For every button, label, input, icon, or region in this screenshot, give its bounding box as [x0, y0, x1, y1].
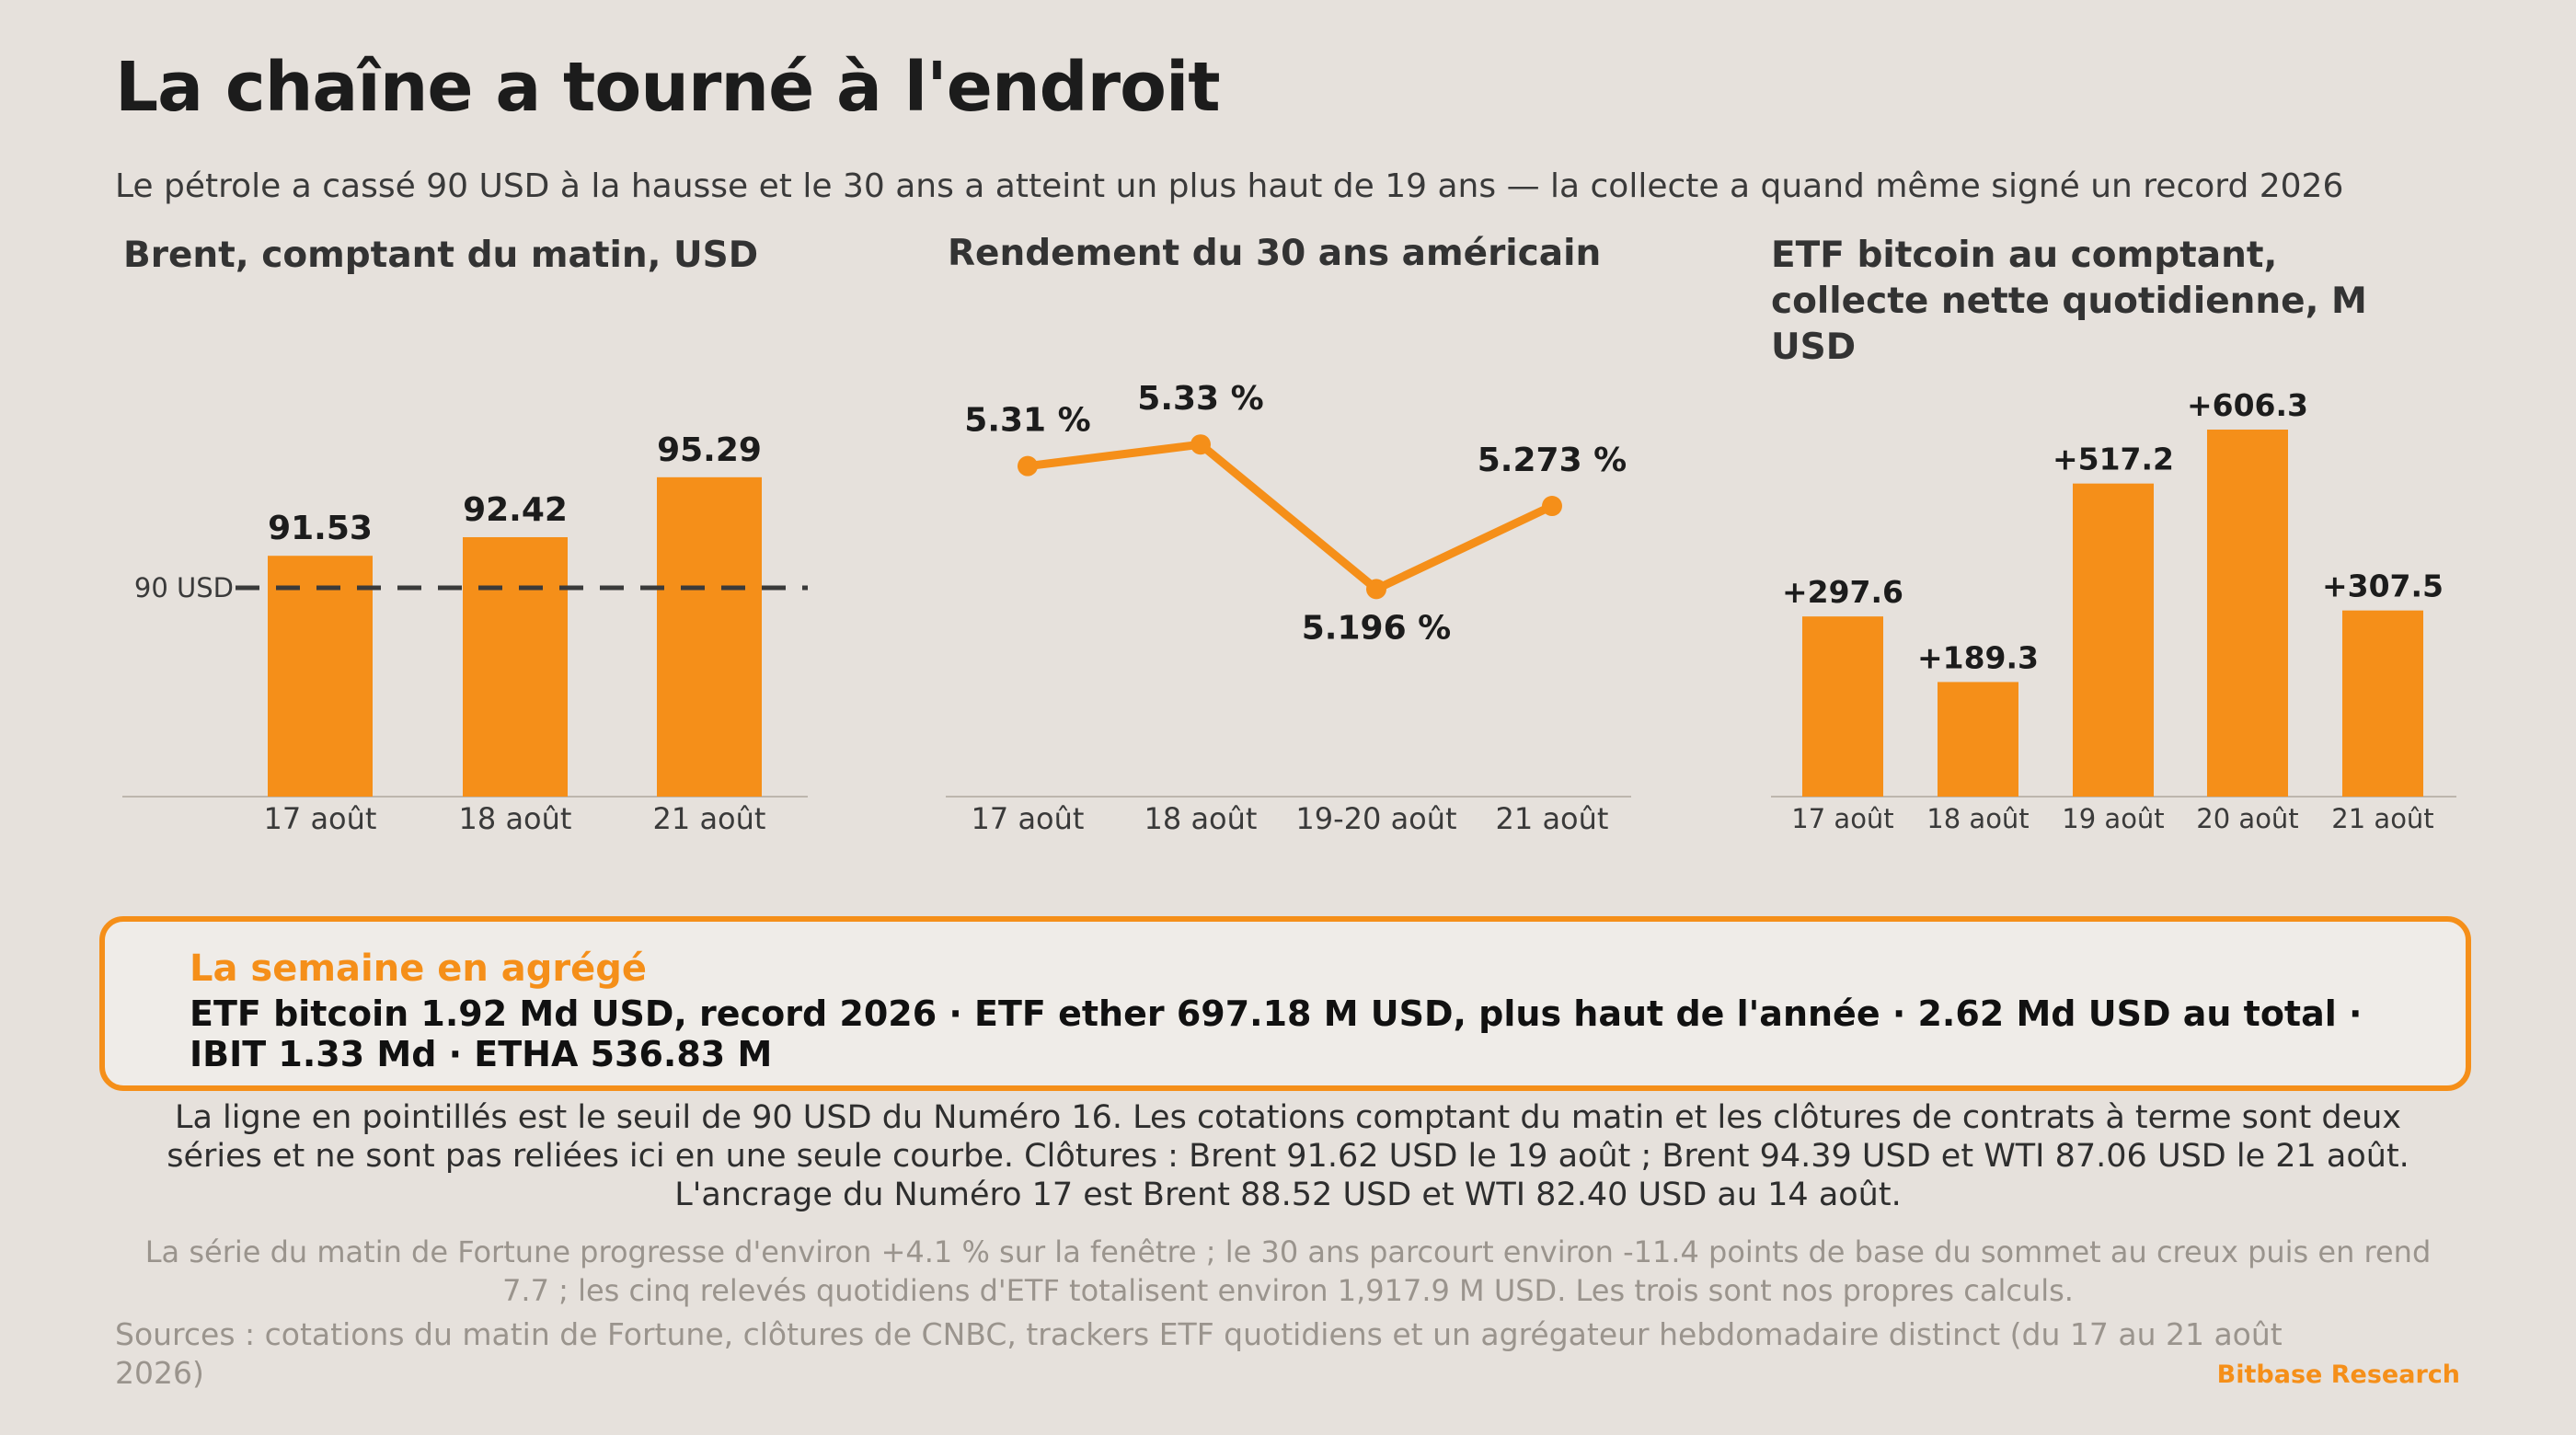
etf-value-label: +307.5	[2322, 568, 2444, 604]
yield-value-label: 5.31 %	[964, 402, 1090, 440]
brent-value-label: 95.29	[657, 431, 762, 469]
brand-logo-text: Bitbase Research	[2216, 1360, 2460, 1389]
yield-point	[1018, 455, 1038, 476]
etf-bar	[2342, 610, 2423, 797]
brent-chart-title: Brent, comptant du matin, USD	[123, 235, 759, 276]
yield-x-tick: 18 août	[1144, 801, 1258, 836]
yield-x-tick: 21 août	[1496, 801, 1609, 836]
brent-value-label: 92.42	[463, 491, 568, 529]
yield-value-label: 5.196 %	[1302, 609, 1451, 647]
yield-value-label: 5.273 %	[1478, 442, 1627, 479]
yield-value-label: 5.33 %	[1137, 380, 1263, 418]
etf-x-tick: 21 août	[2331, 803, 2433, 834]
yield-x-tick: 17 août	[972, 801, 1085, 836]
etf-bar	[2207, 430, 2288, 797]
page-title: La chaîne a tourné à l'endroit	[115, 48, 1221, 127]
etf-bar	[2073, 483, 2154, 797]
etf-chart-title: ETF bitcoin au comptant, collecte nette …	[1771, 235, 2367, 368]
etf-bar	[1802, 616, 1883, 797]
brent-value-label: 91.53	[268, 510, 373, 547]
calculation-note: La série du matin de Fortune progresse d…	[144, 1234, 2432, 1308]
yield-point	[1190, 434, 1211, 455]
etf-value-label: +606.3	[2187, 387, 2308, 423]
etf-bar	[1938, 682, 2018, 797]
weekly-summary-box: La semaine en agrégé ETF bitcoin 1.92 Md…	[99, 916, 2471, 1091]
methodology-note: La ligne en pointillés est le seuil de 9…	[167, 1099, 2409, 1213]
yield-series-line	[1023, 440, 1557, 593]
sources-note: Sources : cotations du matin de Fortune,…	[115, 1316, 2283, 1391]
page-subtitle: Le pétrole a cassé 90 USD à la hausse et…	[115, 167, 2344, 205]
etf-x-tick: 18 août	[1926, 803, 2029, 834]
etf-flow-bar-chart: +297.6 17 août +189.3 18 août +517.2 19 août +…	[1771, 387, 2456, 834]
brent-bar	[657, 476, 762, 797]
yield-x-tick: 19-20 août	[1295, 801, 1456, 836]
etf-x-tick: 20 août	[2196, 803, 2298, 834]
etf-value-label: +297.6	[1782, 574, 1903, 610]
etf-x-tick: 19 août	[2062, 803, 2164, 834]
etf-value-label: +517.2	[2053, 442, 2174, 477]
brent-x-tick: 21 août	[653, 801, 766, 836]
yield-point	[1542, 496, 1562, 517]
summary-text: ETF bitcoin 1.92 Md USD, record 2026 · E…	[190, 993, 2363, 1074]
etf-x-tick: 17 août	[1791, 803, 1893, 834]
brent-bar-chart: 91.53 17 août 92.42 18 août 95.29 21 août 90 U…	[122, 431, 808, 836]
yield-point	[1366, 579, 1386, 600]
yield-chart-title: Rendement du 30 ans américain	[948, 233, 1602, 274]
etf-value-label: +189.3	[1917, 639, 2039, 675]
brent-bar	[268, 556, 373, 797]
summary-heading: La semaine en agrégé	[190, 947, 648, 990]
brent-bar	[463, 536, 568, 797]
brent-threshold-label: 90 USD	[134, 572, 234, 603]
brent-x-tick: 18 août	[459, 801, 572, 836]
yield-line-chart: 5.31 % 17 août 5.33 % 18 août 5.196 % 19-20 a…	[946, 380, 1631, 836]
brent-x-tick: 17 août	[264, 801, 377, 836]
